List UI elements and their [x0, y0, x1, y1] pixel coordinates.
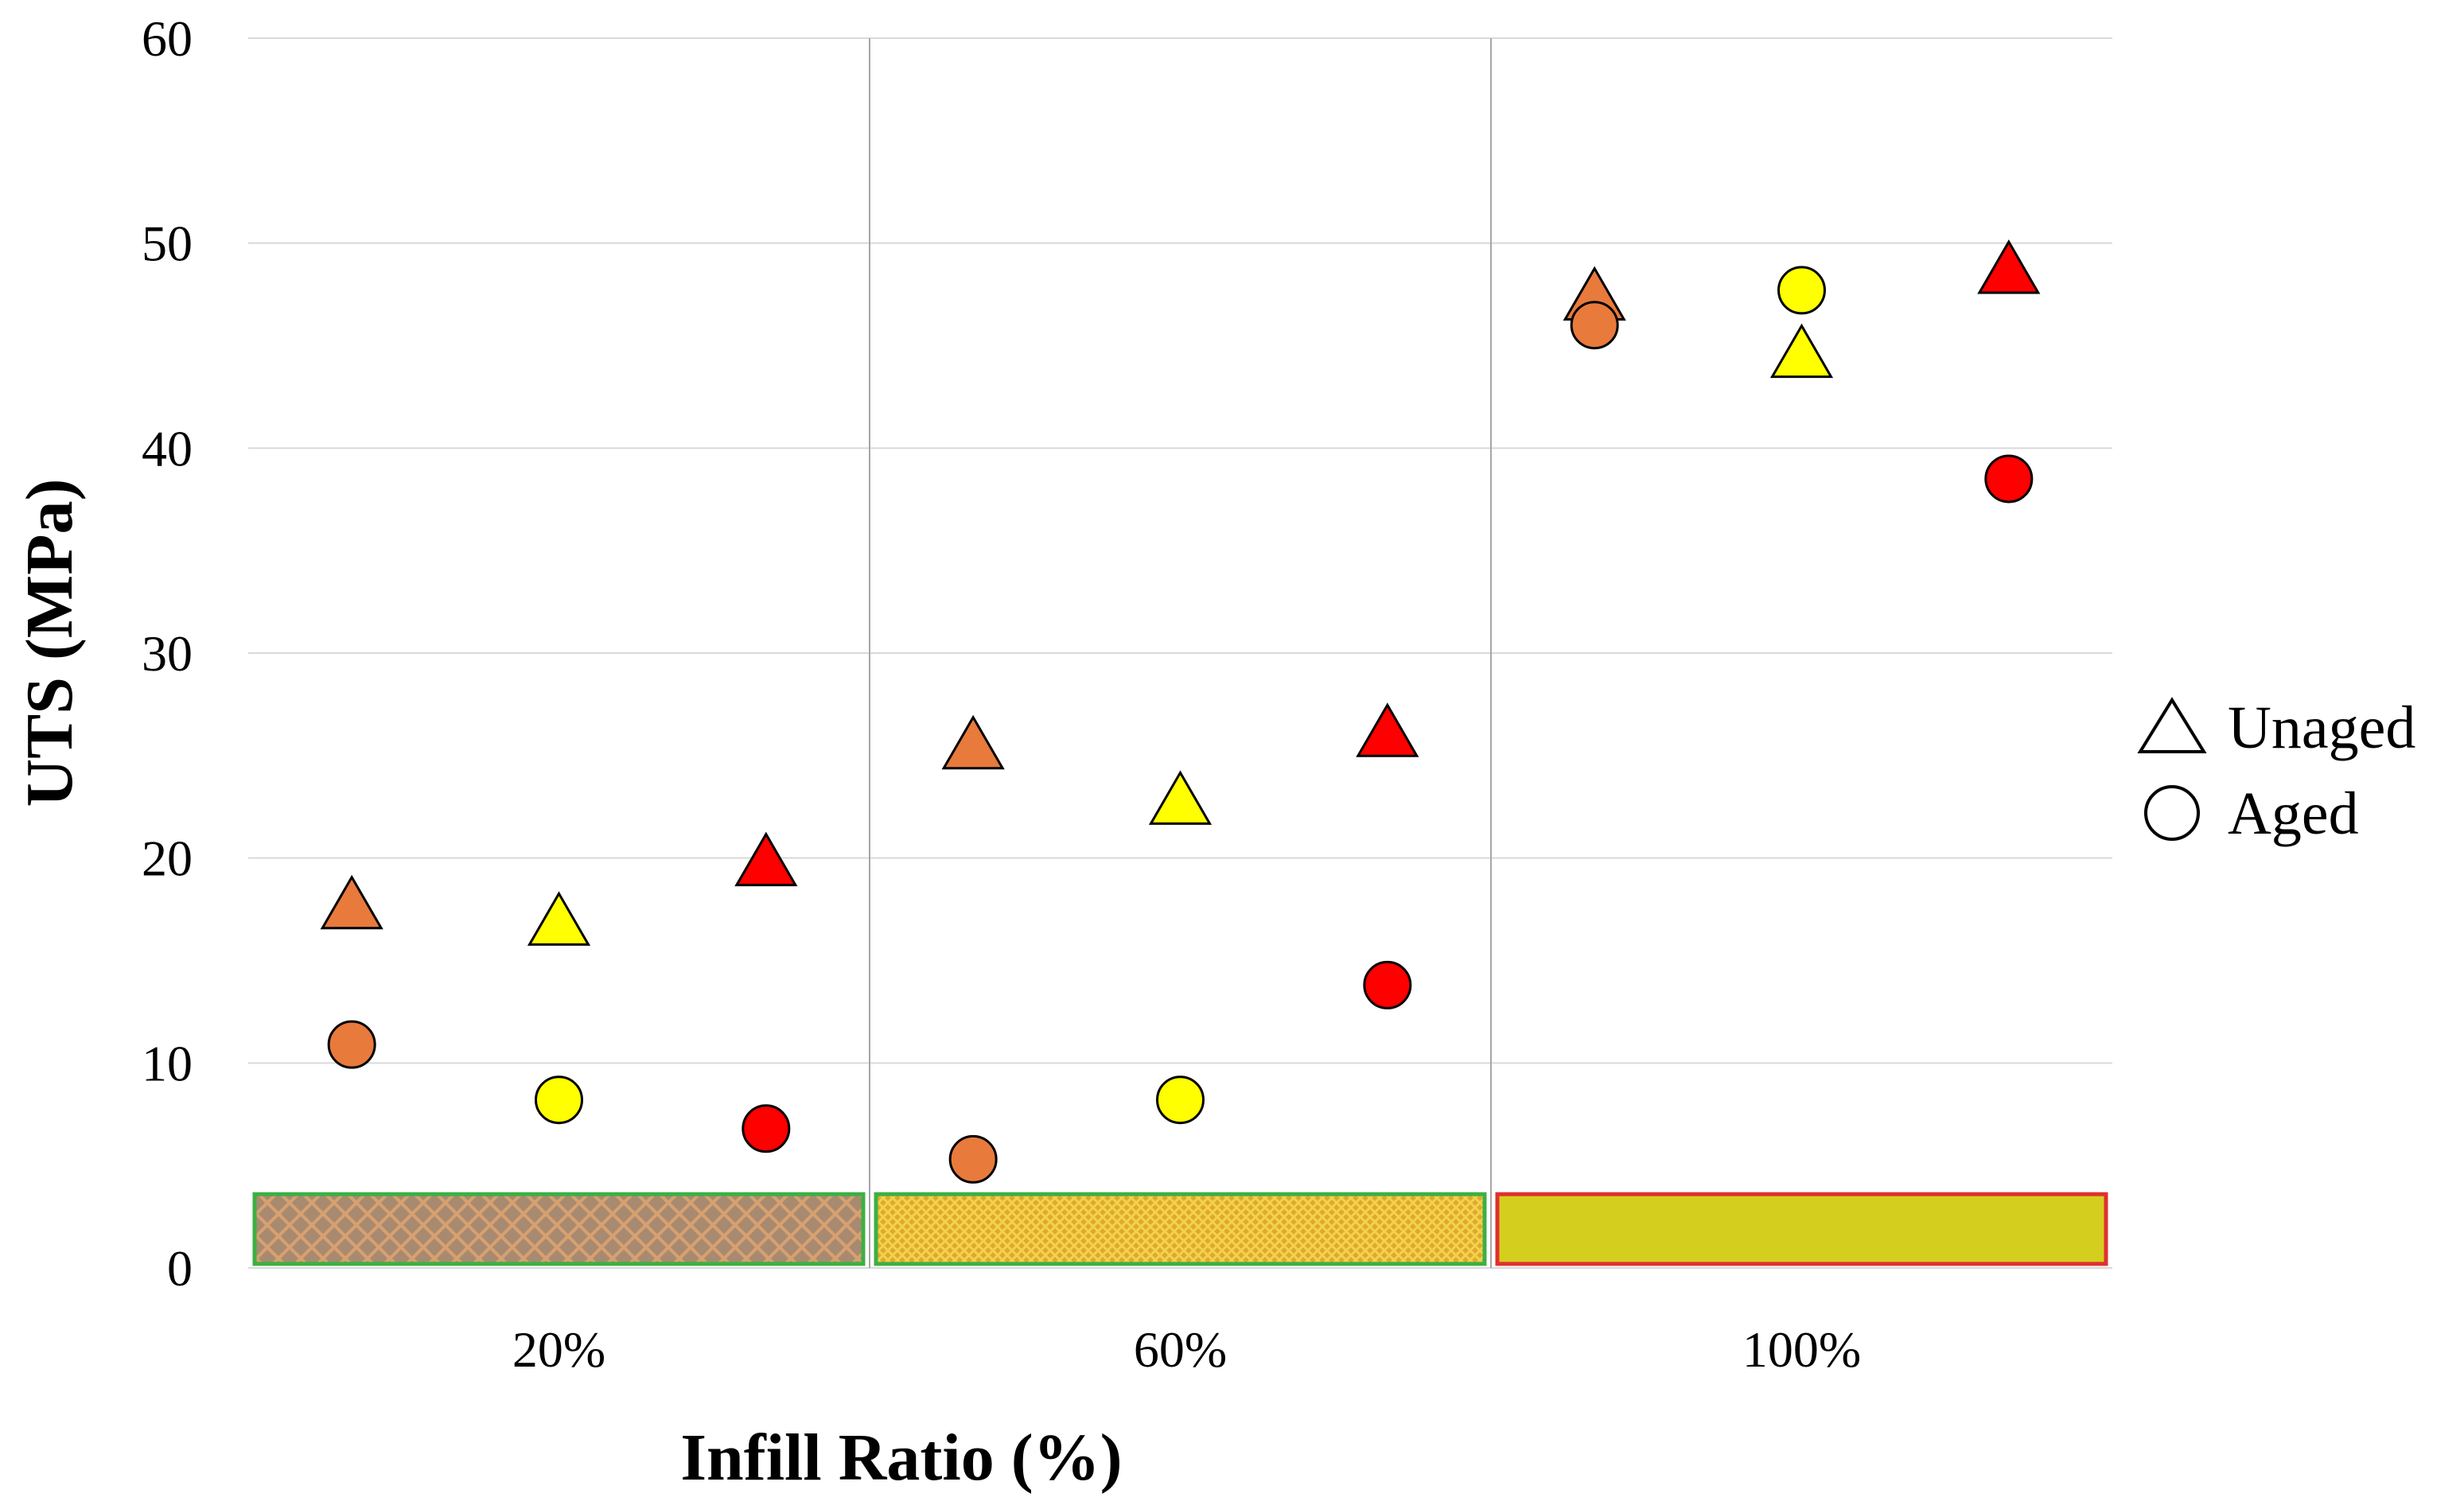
marker-orange-aged: [1570, 301, 1619, 350]
y-axis-tick-labels: 0 10 20 30 40 50 60: [142, 10, 193, 1297]
infill-swatch: [874, 1192, 1487, 1266]
legend-triangle-marker: [2137, 697, 2207, 753]
y-tick-label: 10: [142, 1035, 193, 1091]
y-axis-title: UTS (MPa): [13, 479, 87, 807]
y-tick-label: 30: [142, 625, 193, 682]
legend-label-aged: Aged: [2228, 780, 2359, 847]
marker-orange-unaged: [941, 714, 1005, 770]
x-tick-label: 20%: [512, 1321, 605, 1378]
marker-red-aged: [1984, 454, 2034, 504]
data-markers: [320, 239, 2041, 1184]
infill-swatches: [252, 1192, 2108, 1266]
category-separators: [869, 38, 1492, 1268]
legend-label-unaged: Unaged: [2228, 694, 2415, 761]
marker-yellow-unaged: [1148, 770, 1213, 825]
x-tick-label: 100%: [1742, 1321, 1861, 1378]
y-tick-label: 40: [142, 420, 193, 476]
x-axis-tick-labels: 20% 60% 100%: [512, 1321, 1861, 1378]
y-tick-label: 60: [142, 10, 193, 67]
marker-red-aged: [1363, 960, 1412, 1009]
marker-yellow-aged: [535, 1075, 583, 1125]
marker-red-aged: [742, 1104, 791, 1153]
marker-red-unaged: [734, 831, 798, 887]
gridlines: [248, 37, 2112, 1269]
marker-red-unaged: [1977, 239, 2041, 294]
legend: Unaged Aged: [2137, 694, 2415, 847]
marker-yellow-unaged: [1769, 323, 1834, 379]
marker-orange-aged: [948, 1134, 998, 1184]
marker-yellow-aged: [1777, 266, 1826, 315]
x-tick-label: 60%: [1134, 1321, 1227, 1378]
infill-swatch: [252, 1192, 866, 1266]
marker-orange-unaged: [320, 874, 383, 930]
marker-orange-aged: [327, 1020, 376, 1069]
y-tick-label: 0: [167, 1240, 193, 1297]
marker-yellow-unaged: [527, 891, 591, 946]
x-axis-title: Infill Ratio (%): [680, 1421, 1122, 1495]
marker-yellow-aged: [1156, 1075, 1205, 1125]
marker-red-unaged: [1356, 702, 1419, 757]
y-tick-label: 20: [142, 830, 193, 887]
infill-swatch: [1495, 1192, 2108, 1266]
y-tick-label: 50: [142, 216, 193, 272]
legend-circle-marker: [2144, 785, 2200, 841]
